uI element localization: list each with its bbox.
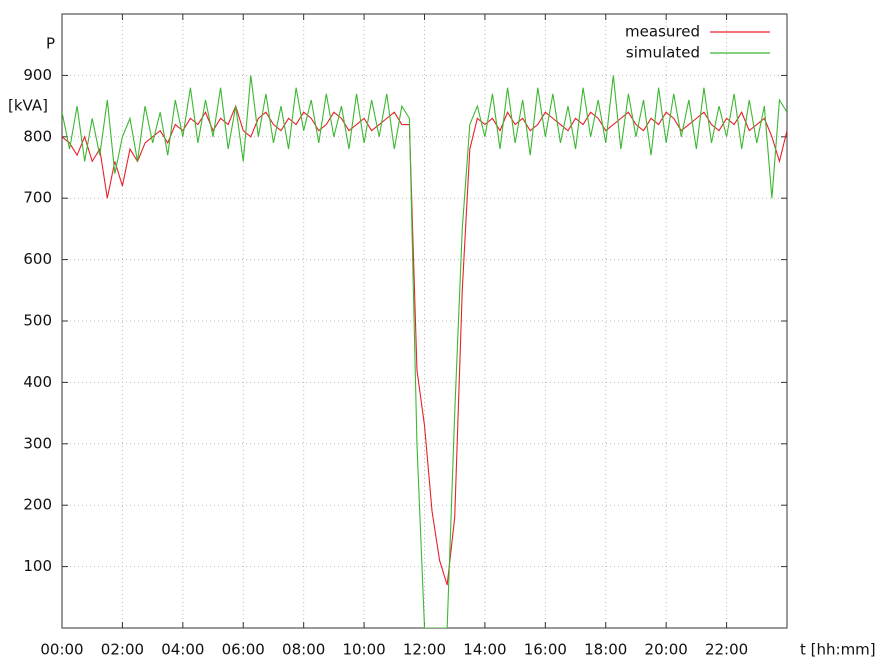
y-tick-label: 900 xyxy=(23,66,52,84)
x-tick-label: 20:00 xyxy=(645,641,688,659)
x-tick-label: 16:00 xyxy=(524,641,567,659)
x-tick-label: 02:00 xyxy=(101,641,144,659)
y-tick-label: 700 xyxy=(23,189,52,207)
x-tick-label: 00:00 xyxy=(40,641,83,659)
series-line xyxy=(62,75,787,628)
series-line xyxy=(62,104,787,586)
x-tick-label: 10:00 xyxy=(342,641,385,659)
legend-label: simulated xyxy=(626,44,700,62)
x-tick-label: 08:00 xyxy=(282,641,325,659)
y-tick-label: 500 xyxy=(23,312,52,330)
x-tick-label: 12:00 xyxy=(403,641,446,659)
x-tick-label: 18:00 xyxy=(584,641,627,659)
x-tick-label: 14:00 xyxy=(463,641,506,659)
x-tick-label: 04:00 xyxy=(161,641,204,659)
plot-area xyxy=(62,75,787,628)
x-label: t [hh:mm] xyxy=(800,641,875,659)
y-label: P xyxy=(46,35,55,53)
x-tick-label: 06:00 xyxy=(222,641,265,659)
y-unit: [kVA] xyxy=(8,97,48,115)
y-tick-label: 400 xyxy=(23,373,52,391)
y-tick-label: 800 xyxy=(23,127,52,145)
y-tick-label: 300 xyxy=(23,434,52,452)
x-tick-label: 22:00 xyxy=(705,641,748,659)
y-tick-label: 600 xyxy=(23,250,52,268)
y-tick-label: 200 xyxy=(23,496,52,514)
y-tick-label: 100 xyxy=(23,557,52,575)
legend-label: measured xyxy=(625,23,700,41)
